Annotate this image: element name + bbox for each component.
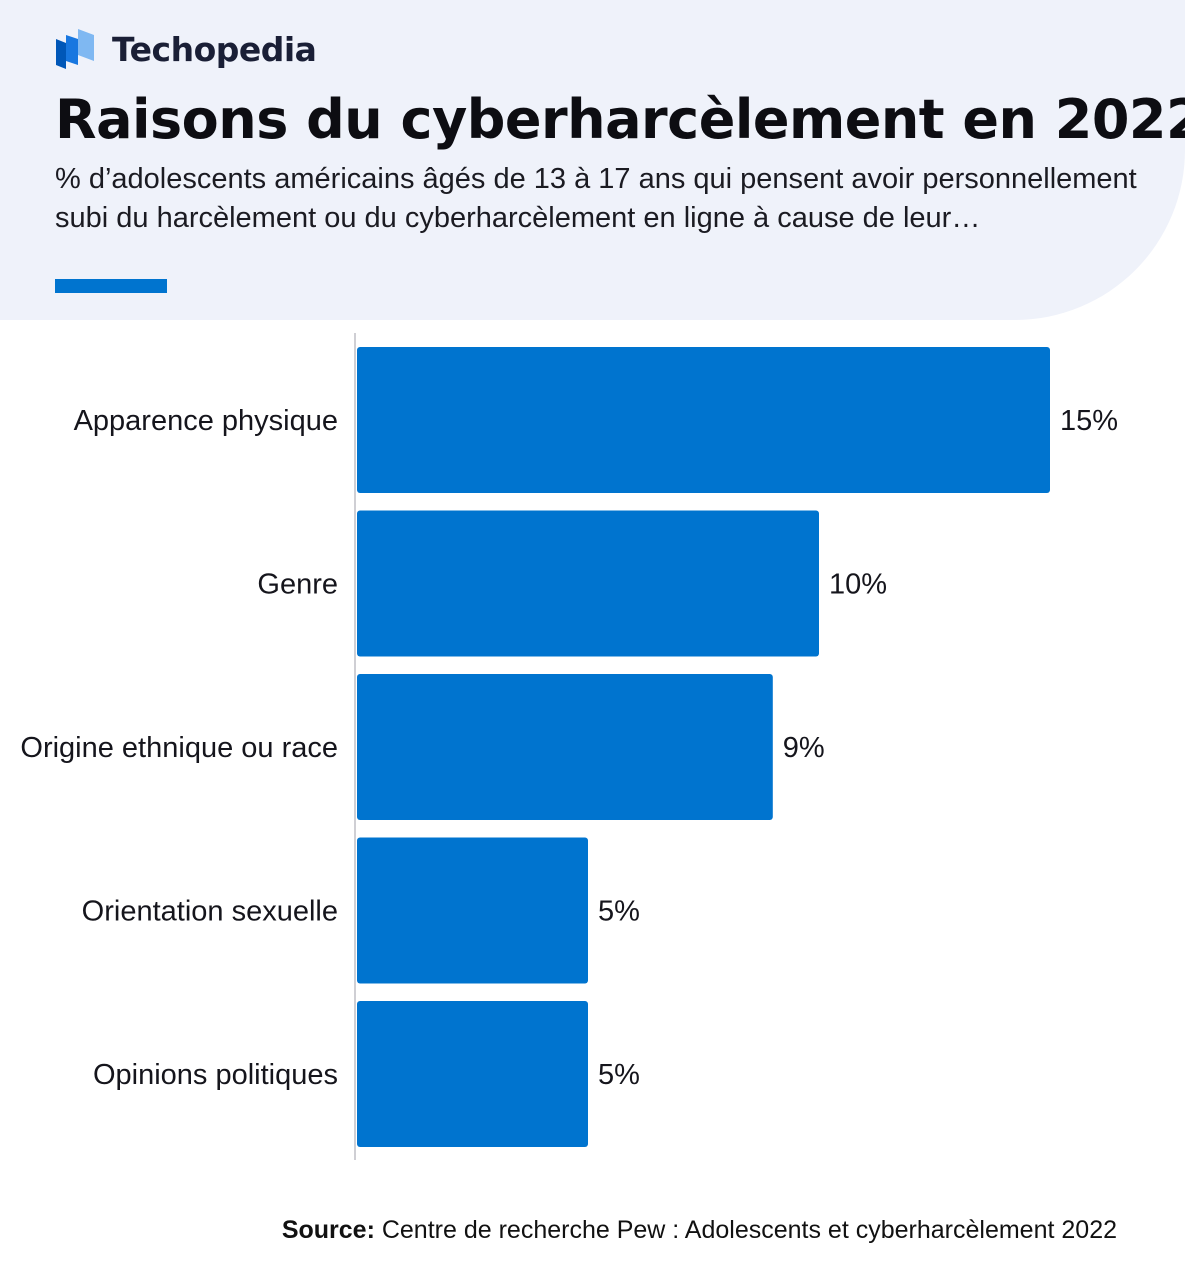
source-label: Source:: [281, 1216, 375, 1244]
brand: Techopedia: [54, 26, 317, 72]
category-label-3: Orientation sexuelle: [82, 896, 338, 928]
source-text: Centre de recherche Pew : Adolescents et…: [374, 1216, 1117, 1244]
techopedia-logo-icon: [56, 29, 94, 69]
value-label-4: 5%: [598, 1059, 640, 1091]
bar-2: [357, 674, 773, 820]
category-label-2: Origine ethnique ou race: [20, 732, 338, 764]
category-label-1: Genre: [257, 569, 338, 601]
bar-4: [357, 1001, 588, 1147]
value-label-3: 5%: [598, 896, 640, 928]
chart-subtitle: % d’adolescents américains âgés de 13 à …: [55, 163, 1137, 234]
header-background: [0, 0, 1185, 320]
bar-chart: Apparence physique 15% Genre 10% Origine eth…: [20, 333, 1118, 1160]
bar-3: [357, 837, 588, 984]
brand-name: Techopedia: [112, 29, 317, 69]
accent-underline: [55, 279, 167, 293]
category-label-0: Apparence physique: [74, 405, 338, 437]
source-note: Source: Centre de recherche Pew : Adoles…: [282, 1216, 1117, 1245]
bar-0: [357, 347, 1050, 493]
value-label-2: 9%: [783, 732, 825, 764]
value-label-1: 10%: [829, 569, 887, 601]
chart-title: Raisons du cyberharcèlement en 2022: [55, 88, 1185, 151]
bar-1: [357, 510, 819, 657]
category-label-4: Opinions politiques: [93, 1059, 338, 1091]
value-label-0: 15%: [1060, 405, 1118, 437]
